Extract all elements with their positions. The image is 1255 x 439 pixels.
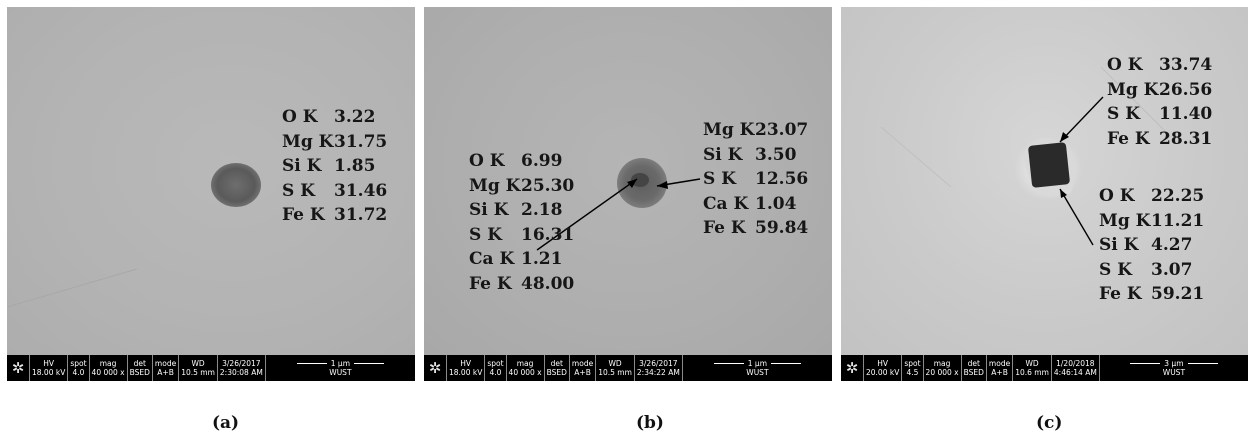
fei-logo-icon: ✲ <box>428 359 442 377</box>
eds-spectrum-label: O K 3.22 Mg K31.75 Si K 1.85 S K 31.46 Fe K… <box>282 105 387 228</box>
mag-field: mag 40 000 x <box>88 355 127 381</box>
element-row: Si K 1.85 <box>282 156 376 176</box>
element-row: Mg K11.21 <box>1099 210 1205 231</box>
surface-scratch <box>1100 66 1172 138</box>
element-row: Fe K 28.31 <box>1107 128 1213 149</box>
wd-field: WD 10.6 mm <box>1012 355 1051 381</box>
element-row: S K 11.40 <box>1107 104 1213 124</box>
sem-panel-a: O K 3.22 Mg K31.75 Si K 1.85 S K 31.46 Fe K… <box>7 7 415 381</box>
mode-field: mode A+B <box>568 355 595 381</box>
wd-field: WD 10.5 mm <box>595 355 634 381</box>
scale-bar-label: 3 µm <box>1164 358 1184 368</box>
scale-bar-label: 1 µm <box>747 358 768 368</box>
fei-logo-icon: ✲ <box>11 359 25 377</box>
sem-databar: ✲ HV 18.00 kV spot 4.0 mag 40 000 x det BSED… <box>7 355 415 381</box>
element-row: Mg K31.75 <box>282 131 388 152</box>
element-row: Fe K 48.00 <box>469 273 575 294</box>
det-field: det BSED <box>960 355 986 381</box>
lab-label: WUST <box>1162 367 1186 377</box>
element-row: Mg K26.56 <box>1107 79 1213 100</box>
element-row: O K 22.25 <box>1099 186 1205 206</box>
sem-image-a <box>7 7 415 355</box>
hv-field: HV 20.00 kV <box>863 355 901 381</box>
eds-spectrum-label: O K 22.25 Mg K11.21 Si K 4.27 S K 3.07 Fe K… <box>1099 184 1204 307</box>
det-field: det BSED <box>543 355 569 381</box>
scale-bar-label: 1 µm <box>330 358 351 368</box>
element-row: Fe K 59.84 <box>703 218 809 238</box>
element-row: O K 3.22 <box>282 107 376 127</box>
scale-bar-field: 3 µm WUST <box>1098 355 1248 381</box>
panel-caption-c: (c) <box>1036 413 1063 433</box>
wd-field: WD 10.5 mm <box>178 355 217 381</box>
det-field: det BSED <box>126 355 152 381</box>
inclusion-overlay-c <box>880 66 1172 246</box>
mag-field: mag 40 000 x <box>505 355 544 381</box>
datetime-field: 3/26/2017 2:30:08 AM <box>216 355 265 381</box>
inclusion-particle <box>1028 142 1070 188</box>
element-row: S K 16.31 <box>469 224 575 245</box>
mag-field: mag 20 000 x <box>922 355 961 381</box>
arrow-head <box>1060 189 1067 198</box>
hv-field: HV 18.00 kV <box>446 355 484 381</box>
element-row: Ca K 1.04 <box>703 193 797 214</box>
datetime-field: 1/20/2018 4:46:14 AM <box>1050 355 1099 381</box>
spot-field: spot 4.0 <box>484 355 505 381</box>
pointer-arrow <box>536 178 638 251</box>
lab-label: WUST <box>746 367 769 377</box>
sem-databar: ✲ HV 18.00 kV spot 4.0 mag 40 000 x det BSED… <box>424 355 832 381</box>
inclusion-core <box>631 173 649 187</box>
datetime-field: 3/26/2017 2:34:22 AM <box>633 355 682 381</box>
element-row: S K 31.46 <box>282 180 388 201</box>
panel-caption-a: (a) <box>212 413 240 433</box>
element-row: Si K 2.18 <box>469 200 563 220</box>
eds-spectrum-label: O K 33.74 Mg K26.56 S K 11.40 Fe K 28.31 <box>1107 53 1212 151</box>
element-row: Ca K 1.21 <box>469 249 563 269</box>
lab-label: WUST <box>329 367 352 377</box>
element-row: Mg K25.30 <box>469 175 575 196</box>
hv-field: HV 18.00 kV <box>29 355 67 381</box>
arrow-head <box>1060 132 1069 142</box>
surface-scratch <box>7 268 138 308</box>
element-row: Mg K23.07 <box>703 120 809 140</box>
sem-panel-c: O K 33.74 Mg K26.56 S K 11.40 Fe K 28.31 O … <box>841 7 1248 381</box>
mode-field: mode A+B <box>151 355 178 381</box>
arrow-head <box>657 181 668 189</box>
element-row: O K 33.74 <box>1107 55 1213 75</box>
inclusion-particle <box>211 163 261 207</box>
inclusion-overlay-b <box>536 158 701 251</box>
scale-bar-field: 1 µm WUST <box>681 355 832 381</box>
surface-scratch <box>880 126 952 188</box>
pointer-arrow <box>1059 96 1104 143</box>
element-row: S K 12.56 <box>703 169 809 189</box>
element-row: Si K 4.27 <box>1099 235 1193 255</box>
scale-bar-field: 1 µm WUST <box>264 355 415 381</box>
panel-caption-b: (b) <box>636 413 664 433</box>
element-row: O K 6.99 <box>469 151 563 171</box>
arrow-head <box>627 179 637 188</box>
fei-logo-icon: ✲ <box>845 359 859 377</box>
eds-spectrum-label: Mg K23.07 Si K 3.50 S K 12.56 Ca K 1.04 Fe … <box>703 118 808 241</box>
element-row: S K 3.07 <box>1099 259 1193 280</box>
mode-field: mode A+B <box>985 355 1012 381</box>
sem-databar: ✲ HV 20.00 kV spot 4.5 mag 20 000 x det BSED… <box>841 355 1248 381</box>
element-row: Fe K 59.21 <box>1099 284 1205 304</box>
spot-field: spot 4.0 <box>67 355 88 381</box>
eds-spectrum-label: O K 6.99 Mg K25.30 Si K 2.18 S K 16.31 Ca K… <box>469 149 574 296</box>
element-row: Fe K 31.72 <box>282 205 388 225</box>
element-row: Si K 3.50 <box>703 144 797 165</box>
spot-field: spot 4.5 <box>901 355 922 381</box>
sem-panel-b: O K 6.99 Mg K25.30 Si K 2.18 S K 16.31 Ca K… <box>424 7 832 381</box>
inclusion-overlay-a <box>7 163 261 308</box>
pointer-arrow <box>1059 188 1094 246</box>
